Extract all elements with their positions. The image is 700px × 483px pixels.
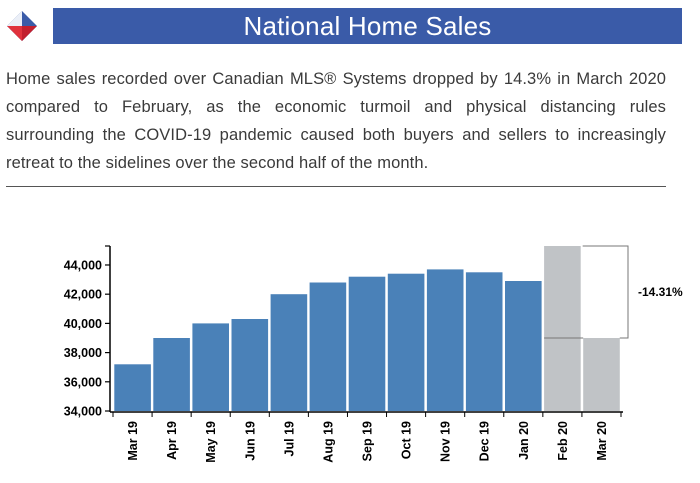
x-tick-label: Oct 19 (400, 421, 414, 459)
bar-sep-19 (348, 276, 386, 411)
bar-aug-19 (309, 282, 347, 411)
x-tick-label: Aug 19 (321, 421, 335, 463)
bar-dec-19 (465, 272, 503, 411)
x-tick-label: Jan 20 (517, 421, 531, 460)
crea-diamond-logo-icon (7, 11, 37, 41)
title-bar: National Home Sales (53, 8, 682, 44)
x-tick-label: Dec 19 (478, 421, 492, 461)
bar-jul-19 (270, 294, 308, 411)
x-tick-label: Sep 19 (361, 421, 375, 461)
y-tick-label: 34,000 (64, 405, 102, 419)
y-tick-label: 44,000 (64, 258, 102, 272)
y-tick-label: 40,000 (64, 317, 102, 331)
bar-jun-19 (231, 319, 269, 411)
bar-apr-19 (153, 338, 190, 411)
bar-mar-20 (583, 338, 620, 411)
x-tick-label: Jul 19 (282, 421, 296, 456)
x-tick-label: Feb 20 (556, 421, 570, 461)
divider (6, 186, 666, 187)
bar-mar-19 (114, 364, 151, 411)
y-tick-label: 36,000 (64, 375, 102, 389)
bar-feb-20 (544, 246, 581, 411)
x-tick-label: Mar 19 (126, 421, 140, 461)
page-title: National Home Sales (243, 10, 492, 41)
y-tick-label: 38,000 (64, 346, 102, 360)
x-tick-label: Nov 19 (439, 421, 453, 462)
x-tick-label: Mar 20 (595, 421, 609, 461)
change-bracket (582, 245, 629, 339)
x-tick-label: Jun 19 (243, 421, 257, 461)
y-tick-label: 42,000 (64, 288, 102, 302)
change-percent-label: -14.31% (638, 285, 683, 299)
bar-jan-20 (505, 281, 542, 411)
x-tick-label: Apr 19 (165, 421, 179, 460)
bar-may-19 (192, 323, 229, 411)
x-tick-label: May 19 (204, 421, 218, 463)
bar-nov-19 (426, 269, 464, 411)
summary-paragraph: Home sales recorded over Canadian MLS® S… (6, 70, 666, 172)
bar-oct-19 (387, 273, 425, 411)
